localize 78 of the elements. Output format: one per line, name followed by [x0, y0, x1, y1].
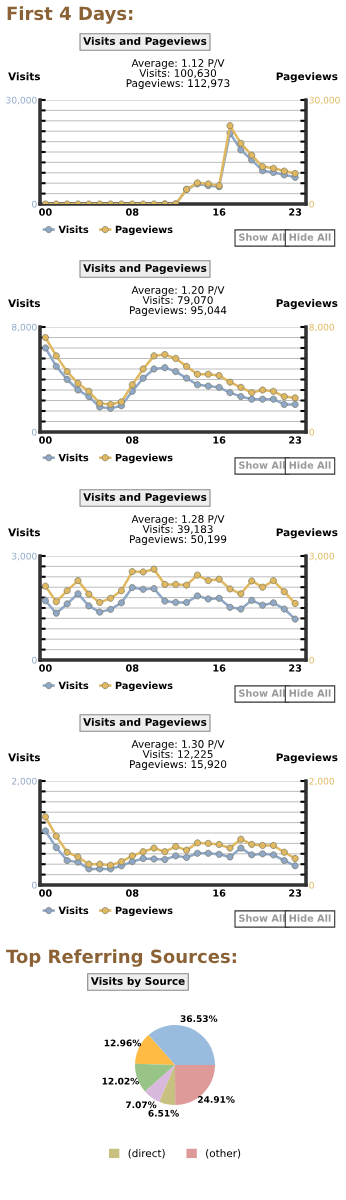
- legend-label: (direct): [128, 1149, 165, 1159]
- y2-tick-label: 0: [309, 200, 314, 208]
- x-tick-label: 16: [213, 436, 226, 444]
- x-tick-label: 23: [289, 889, 302, 897]
- pie-slice: [148, 1025, 215, 1065]
- chart-title: Visits by Source: [90, 976, 185, 988]
- chart-subtitle: Average: 1.30 P/V Visits: 12,225 Pageviews: 15,920: [130, 740, 227, 771]
- x-tick-label: 00: [39, 436, 52, 444]
- y-tick-label: 3,000: [12, 552, 37, 561]
- text: Hide All: [289, 914, 331, 922]
- data-label: 7.07%: [125, 1101, 157, 1109]
- chart-subtitle: Average: 1.20 P/V Visits: 79,070 Pageviews: 95,044: [130, 286, 227, 317]
- y2-tick-label: 0: [309, 656, 314, 664]
- y2-tick-label: 3,000: [309, 552, 335, 561]
- x-tick-label: 16: [213, 208, 226, 216]
- x-tick-label: 23: [289, 664, 302, 672]
- x-tick-label: 23: [289, 436, 302, 444]
- text: Hide All: [289, 461, 331, 469]
- text: Show All: [239, 689, 285, 697]
- y-tick-label: 0: [32, 200, 37, 208]
- data-label: 6.51%: [148, 1109, 179, 1117]
- data-label: 24.91%: [198, 1096, 235, 1103]
- x-tick-label: 00: [39, 889, 52, 897]
- y2-axis-title: Pageviews: [276, 528, 338, 539]
- legend-label: Visits: [58, 681, 89, 690]
- legend-label: (other): [206, 1149, 241, 1159]
- legend-label: Pageviews: [115, 906, 173, 917]
- y-tick-label: 2,000: [12, 777, 37, 786]
- chart-subtitle: Average: 1.12 P/V Visits: 100,630 Pageviews: 112,973: [126, 59, 230, 90]
- y2-axis-title: Pageviews: [276, 298, 338, 310]
- legend-label: Pageviews: [115, 681, 173, 692]
- x-tick-label: 23: [289, 208, 302, 216]
- text: Hide All: [289, 233, 331, 241]
- chart-title: Visits and Pageviews: [83, 263, 207, 275]
- y-tick-label: 0: [32, 428, 37, 436]
- x-tick-label: 08: [125, 436, 139, 444]
- legend-label: Visits: [58, 906, 89, 915]
- y2-tick-label: 2,000: [309, 777, 335, 786]
- text: Show All: [239, 461, 285, 469]
- y-tick-label: 0: [32, 656, 37, 664]
- y2-axis-title: Pageviews: [276, 753, 338, 764]
- text: Hide All: [289, 689, 331, 697]
- legend-label: Pageviews: [115, 225, 173, 236]
- y-tick-label: 30,000: [6, 96, 37, 105]
- data-label: 12.96%: [104, 1039, 142, 1047]
- y-axis-title: Visits: [8, 299, 40, 308]
- y-axis-title: Visits: [8, 72, 40, 81]
- pie-slice: [159, 1065, 176, 1105]
- y2-axis-title: Pageviews: [276, 72, 338, 83]
- y-axis-title: Visits: [8, 753, 40, 762]
- text: Show All: [239, 914, 285, 922]
- chart-title: Visits and Pageviews: [83, 717, 207, 729]
- text: Top Referring Sources:: [6, 949, 236, 967]
- legend-label: Pageviews: [115, 453, 173, 464]
- data-label: 36.53%: [180, 1015, 218, 1023]
- x-tick-label: 16: [213, 889, 226, 897]
- chart-title: Visits and Pageviews: [83, 492, 207, 504]
- x-tick-label: 00: [39, 208, 52, 216]
- data-label: 12.02%: [102, 1077, 139, 1085]
- y2-tick-label: 8,000: [309, 323, 335, 332]
- text: Show All: [239, 233, 285, 241]
- y-axis-title: Visits: [8, 528, 40, 537]
- chart-subtitle: Average: 1.28 P/V Visits: 39,183 Pageviews: 50,199: [130, 515, 227, 546]
- chart-title: Visits and Pageviews: [83, 36, 207, 48]
- y2-tick-label: 0: [309, 881, 314, 889]
- text: First 4 Days:: [7, 6, 133, 24]
- legend-label: Visits: [58, 453, 89, 462]
- y2-tick-label: 30,000: [309, 96, 340, 105]
- x-tick-label: 08: [125, 208, 139, 216]
- x-tick-label: 00: [39, 664, 52, 672]
- x-tick-label: 08: [125, 889, 139, 897]
- x-tick-label: 08: [125, 664, 139, 672]
- x-tick-label: 16: [213, 664, 226, 672]
- y-tick-label: 8,000: [11, 323, 37, 332]
- pie-slice: [145, 1065, 175, 1102]
- y2-tick-label: 0: [309, 428, 314, 436]
- legend-label: Visits: [58, 225, 89, 234]
- y-tick-label: 0: [32, 881, 37, 889]
